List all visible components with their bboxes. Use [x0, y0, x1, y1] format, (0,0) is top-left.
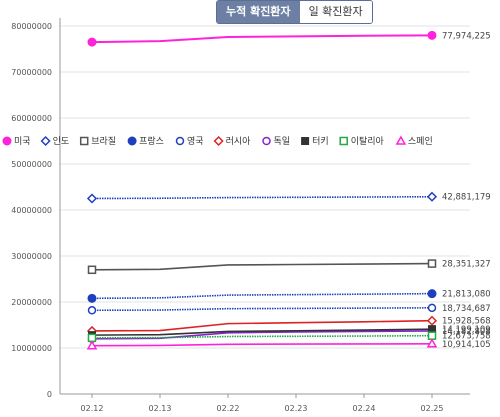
legend-marker — [213, 135, 224, 147]
series-line — [91, 319, 433, 332]
data-point — [426, 191, 438, 202]
series-line — [91, 334, 433, 339]
data-point — [427, 289, 437, 299]
series-line — [91, 342, 433, 347]
data-point — [86, 340, 98, 350]
legend-marker — [395, 135, 407, 145]
data-point — [427, 30, 437, 40]
legend-marker — [79, 136, 89, 146]
data-label: 15,928,568 — [442, 317, 491, 327]
y-tick-label: 80000000 — [11, 22, 52, 31]
data-label: 18,734,687 — [442, 304, 491, 314]
legend-marker — [262, 136, 271, 146]
x-tick-label: 02.25 — [421, 404, 444, 413]
legend-label: 독일 — [274, 136, 291, 147]
data-point — [427, 303, 437, 313]
y-tick-label: 30000000 — [11, 252, 52, 261]
series-line — [91, 262, 433, 271]
y-tick-label: 40000000 — [11, 206, 52, 215]
x-tick-label: 02.13 — [149, 404, 172, 413]
data-point — [427, 259, 437, 268]
data-label: 28,351,327 — [442, 260, 491, 270]
legend-label: 미국 — [14, 136, 31, 147]
series-line — [91, 328, 433, 336]
legend-label: 스페인 — [408, 136, 433, 147]
legend-label: 영국 — [187, 136, 204, 147]
legend-marker — [301, 137, 310, 145]
y-tick-label: 20000000 — [11, 298, 52, 307]
y-tick-label: 60000000 — [11, 114, 52, 123]
legend-label: 터키 — [312, 136, 329, 147]
x-tick-label: 02.24 — [353, 404, 376, 413]
data-point — [427, 331, 437, 340]
series-line — [91, 307, 433, 312]
data-point — [87, 265, 97, 275]
data-point — [87, 293, 97, 303]
data-label: 12,673,758 — [442, 332, 491, 342]
legend-label: 브라질 — [91, 135, 116, 147]
y-tick-label: 70000000 — [11, 68, 52, 77]
legend-marker — [127, 136, 137, 146]
data-label: 42,881,179 — [442, 193, 491, 203]
data-point — [426, 338, 438, 348]
data-label: 77,974,225 — [442, 31, 491, 41]
y-tick-label: 50000000 — [11, 160, 52, 169]
legend-label: 인도 — [53, 136, 70, 147]
data-label: 14,182,808 — [442, 327, 491, 337]
series-line — [91, 195, 433, 200]
legend-label: 이탈리아 — [351, 136, 385, 147]
x-tick-label: 02.23 — [285, 404, 308, 413]
legend-label: 프랑스 — [139, 135, 164, 147]
legend-marker — [339, 136, 348, 146]
series-line — [91, 292, 433, 300]
tab-daily-cases[interactable]: 일 확진환자 — [299, 1, 372, 23]
x-tick-label: 02.22 — [217, 404, 240, 413]
data-label: 21,813,080 — [442, 290, 491, 300]
data-point — [87, 306, 97, 315]
series-line — [91, 330, 433, 340]
y-tick-label: 0 — [47, 390, 52, 399]
series-line — [91, 34, 433, 44]
data-point — [86, 193, 98, 204]
data-label: 10,914,105 — [442, 340, 491, 350]
data-label: 14,199,109 — [442, 325, 491, 335]
x-tick-label: 02.12 — [81, 404, 104, 413]
chart-tab-group: 누적 확진환자 일 확진환자 — [216, 0, 373, 24]
data-point — [87, 37, 97, 47]
legend-label: 러시아 — [226, 136, 252, 147]
y-tick-label: 10000000 — [11, 344, 52, 353]
legend-marker — [40, 135, 51, 147]
legend-marker — [175, 136, 185, 146]
legend-marker — [2, 136, 12, 146]
data-point — [426, 315, 438, 326]
tab-cumulative-cases[interactable]: 누적 확진환자 — [217, 1, 300, 23]
